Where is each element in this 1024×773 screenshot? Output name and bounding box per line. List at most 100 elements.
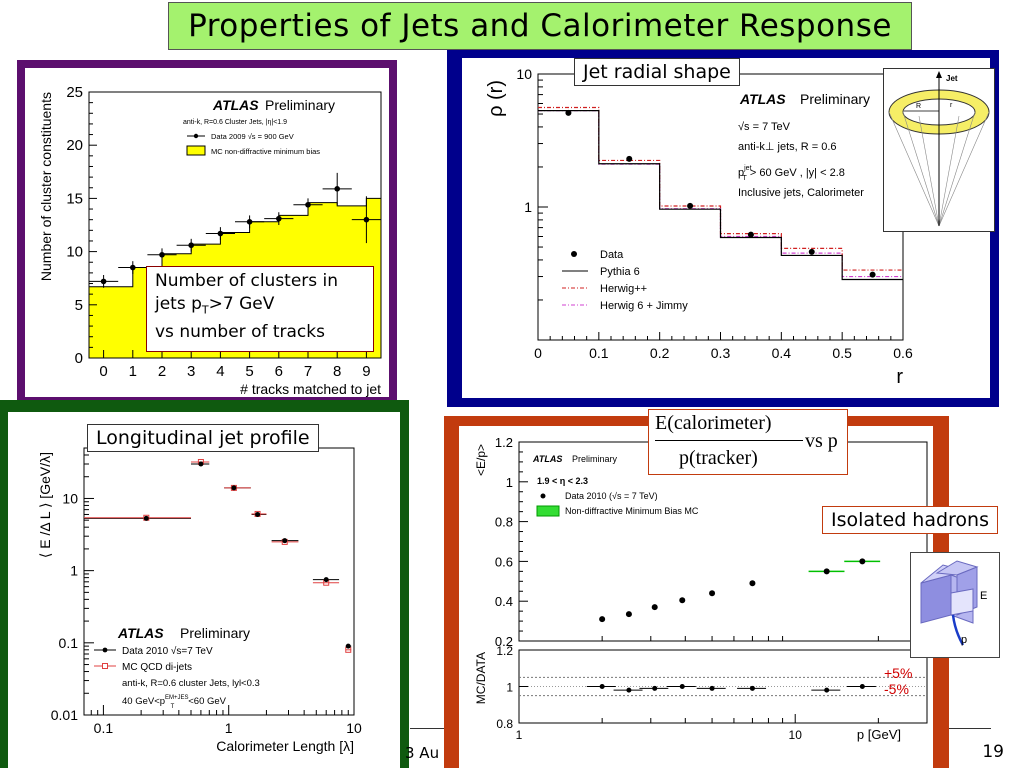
- y-tick-label: 0.01: [51, 707, 78, 723]
- longitudinal-plot-area: 0.01 0.1 1 10 0.1 1 10 Calorimeter Length [λ] ⟨ …: [8, 412, 400, 768]
- info-inclusive: Inclusive jets, Calorimeter: [738, 187, 864, 199]
- data-point: [334, 186, 341, 192]
- y-tick-label: 10: [516, 66, 532, 82]
- data-point: [651, 604, 658, 611]
- x-tick-label: 1: [225, 720, 233, 736]
- cone-arrow-head: [936, 71, 942, 78]
- y-tick-label: 5: [75, 297, 83, 314]
- x-tick-label: 10: [789, 728, 803, 742]
- atlas-label: ATLAS: [739, 91, 786, 107]
- y-tick-label: 15: [66, 190, 83, 207]
- x-tick-label: 2: [158, 363, 166, 380]
- x-tick-label: 1: [129, 363, 137, 380]
- atlas-label: ATLAS: [212, 97, 259, 113]
- eoverp-fraction-bar: [655, 440, 803, 441]
- page-number: 19: [982, 742, 1004, 762]
- plus5-label: +5%: [884, 665, 913, 681]
- calorimeter-cells: [920, 560, 979, 624]
- x-tick-label: 5: [245, 363, 253, 380]
- legend-mc-swatch: [186, 145, 206, 156]
- x-tick-label: 9: [362, 363, 370, 380]
- x-tick-label: 0.3: [711, 345, 731, 361]
- legend-herwigpp-label: Herwig++: [600, 283, 647, 295]
- data-point: [282, 538, 288, 544]
- legend-mc-swatch: [536, 505, 560, 517]
- data-point: [869, 271, 876, 278]
- data-point: [747, 231, 754, 238]
- longitudinal-frame: 0.01 0.1 1 10 0.1 1 10 Calorimeter Length [λ] ⟨ …: [0, 400, 409, 768]
- clusters-frame: 0 5 10 15 20 25 0 1 2 3 4 5 6 7 8 9 # tracks matched to …: [17, 60, 397, 405]
- isolated-tag: Isolated hadrons: [822, 506, 998, 534]
- eoverp-chart: 0.20.40.60.811.2<E/p> ATLAS Preliminary1.9…: [474, 435, 928, 742]
- atlas-label: ATLAS: [117, 625, 164, 641]
- x-axis-label: Calorimeter Length [λ]: [216, 738, 354, 754]
- data-point: [130, 264, 136, 271]
- cone-jet-label: Jet: [946, 74, 958, 83]
- data-point: [345, 643, 351, 649]
- ratio-point: [824, 687, 830, 693]
- cone-R-label: R: [916, 103, 921, 110]
- ratio-point: [749, 685, 755, 691]
- cone-diagram: Jet R r: [883, 68, 995, 232]
- data-point: [859, 558, 866, 565]
- y-tick-label: 1: [70, 563, 78, 579]
- x-tick-label: 0.1: [94, 720, 114, 736]
- hadron-track: [951, 614, 965, 646]
- eoverp-vs: vs p: [805, 430, 838, 452]
- legend-mc-label: Non-diffractive Minimum Bias MC: [565, 506, 699, 516]
- y-tick-label: 10: [62, 490, 78, 506]
- data-point: [679, 597, 686, 604]
- footer-date-fragment: 3 Au: [405, 744, 440, 762]
- preliminary-label: Preliminary: [800, 91, 870, 107]
- clusters-caption-line2: jets pT>7 GeV: [155, 294, 275, 317]
- ratio-point: [679, 684, 685, 689]
- preliminary-label: Preliminary: [572, 454, 618, 464]
- x-tick-label: 10: [346, 720, 362, 736]
- y-tick-label: 1.2: [495, 435, 513, 450]
- legend-data-marker: [540, 493, 546, 499]
- x-axis-label: # tracks matched to jet: [240, 381, 381, 397]
- y-tick-label: 0.1: [59, 635, 79, 651]
- legend-data-label: Data 2010 √s=7 TeV: [122, 645, 213, 657]
- x-axis-label: p [GeV]: [857, 727, 901, 742]
- data-point: [276, 215, 282, 222]
- hadron-svg: E p: [920, 560, 987, 646]
- data-point: [217, 230, 224, 237]
- eoverp-denominator: p(tracker): [679, 447, 758, 469]
- y-tick-label: 1: [524, 199, 532, 215]
- data-point: [363, 216, 370, 223]
- info-pt-range: 40 GeV<pEM+JES T <60 GeV: [122, 695, 227, 710]
- footer-rule-right: [949, 728, 991, 729]
- legend-mc-label: MC non-diffractive minimum bias: [211, 147, 320, 156]
- legend-data-label: Data: [600, 249, 624, 261]
- data-point: [565, 109, 572, 116]
- x-tick-label: 6: [275, 363, 283, 380]
- cuts-label: anti-k, R=0.6 Cluster Jets, |η|<1.9: [183, 119, 287, 126]
- x-tick-label: 0.4: [772, 345, 792, 361]
- radial-tag: Jet radial shape: [574, 58, 740, 86]
- y-axis-label: ρ (r): [485, 80, 507, 117]
- data-point: [625, 611, 632, 618]
- eoverp-plot-area: 0.2 0.4 0.6 0.8 1 1.2 <E/p> ATLAS Preliminary 1.9…: [459, 426, 933, 768]
- cone-svg: Jet R r: [888, 71, 990, 227]
- ratio-point: [626, 687, 632, 693]
- y-axis-label: ⟨ E /Δ L ⟩ [GeV/λ]: [37, 452, 53, 558]
- x-tick-label: 0.5: [832, 345, 852, 361]
- data-point: [143, 515, 149, 521]
- x-axis-label: r: [896, 366, 903, 388]
- data-point: [188, 242, 194, 249]
- info-pt-cut: pjet T > 60 GeV , |y| < 2.8: [738, 165, 845, 182]
- ratio-point: [652, 685, 658, 691]
- x-tick-label: 1: [516, 728, 523, 742]
- clusters-caption-line3: vs number of tracks: [155, 322, 325, 343]
- eoverp-numerator: E(calorimeter): [655, 412, 772, 434]
- legend-data-label: Data 2010 (√s = 7 TeV): [565, 491, 658, 501]
- ratio-point: [599, 684, 605, 689]
- ratio-y-tick-label: 1: [506, 681, 513, 695]
- legend-mc-label: MC QCD di-jets: [122, 662, 192, 673]
- hadron-p-label: p: [961, 634, 967, 646]
- x-tick-label: 0: [99, 363, 107, 380]
- y-tick-label: 1: [506, 475, 513, 490]
- ratio-y-axis-label: MC/DATA: [474, 652, 488, 704]
- hadron-diagram: E p: [910, 552, 1000, 658]
